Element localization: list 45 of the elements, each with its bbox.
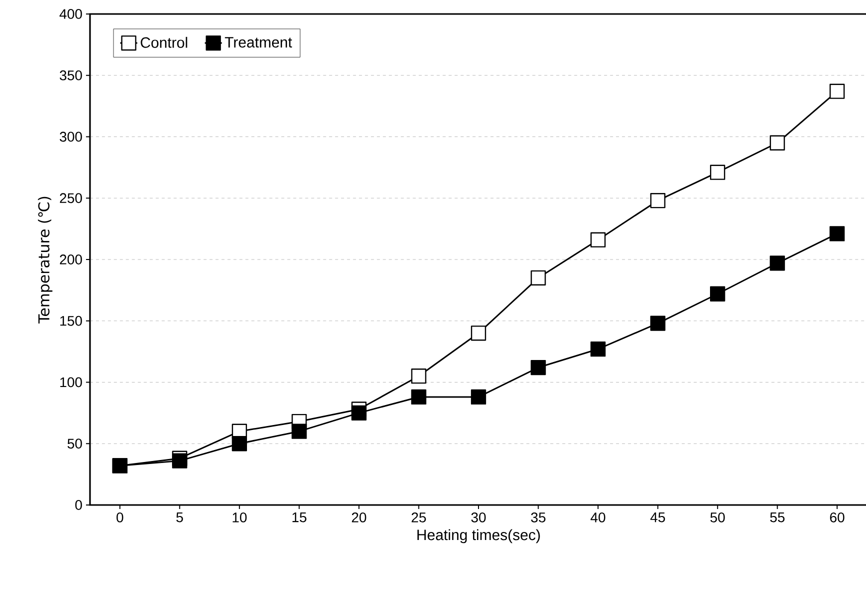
point: [650, 316, 666, 331]
x-tick-label: 5: [176, 512, 183, 522]
x-tick-label: 45: [650, 512, 665, 522]
x-tick-label: 20: [352, 512, 366, 522]
point: [710, 164, 726, 180]
point: [590, 232, 606, 248]
x-tick-label: 40: [590, 512, 606, 522]
x-tick-label: 25: [412, 512, 426, 522]
point: [530, 270, 546, 286]
y-tick-label: 100: [60, 377, 82, 388]
point: [470, 389, 486, 405]
point: [590, 342, 606, 357]
y-axis-title: Temperature (℃): [38, 196, 52, 324]
x-tick-label: 15: [292, 512, 306, 522]
point: [710, 286, 726, 302]
point: [351, 405, 367, 421]
point: [411, 368, 426, 384]
x-axis-title: Heating times(sec): [417, 529, 540, 544]
y-tick-label: 400: [60, 9, 82, 19]
x-tick-label: 55: [770, 512, 785, 522]
x-tick-label: 10: [232, 512, 247, 522]
x-tick-label: 60: [830, 512, 844, 522]
y-tick-label: 350: [60, 70, 82, 80]
point: [830, 226, 845, 242]
point: [770, 135, 785, 150]
y-tick-label: 0: [75, 500, 82, 510]
y-tick-label: 200: [60, 254, 82, 264]
point: [770, 256, 785, 271]
point: [530, 360, 546, 376]
legend-label: Treatment: [224, 37, 292, 48]
point: [830, 84, 845, 99]
y-tick-label: 50: [68, 438, 82, 449]
legend-label: Control: [140, 36, 188, 48]
point: [411, 389, 426, 405]
x-tick-label: 50: [710, 512, 725, 522]
y-tick-label: 250: [60, 193, 82, 204]
point: [650, 193, 666, 208]
y-tick-label: 150: [60, 316, 82, 326]
x-tick-label: 35: [531, 512, 546, 522]
x-tick-label: 0: [116, 512, 124, 522]
y-tick-label: 300: [60, 132, 82, 142]
point: [292, 424, 307, 439]
point: [470, 326, 486, 341]
point: [232, 436, 247, 452]
x-tick-label: 30: [471, 512, 486, 522]
